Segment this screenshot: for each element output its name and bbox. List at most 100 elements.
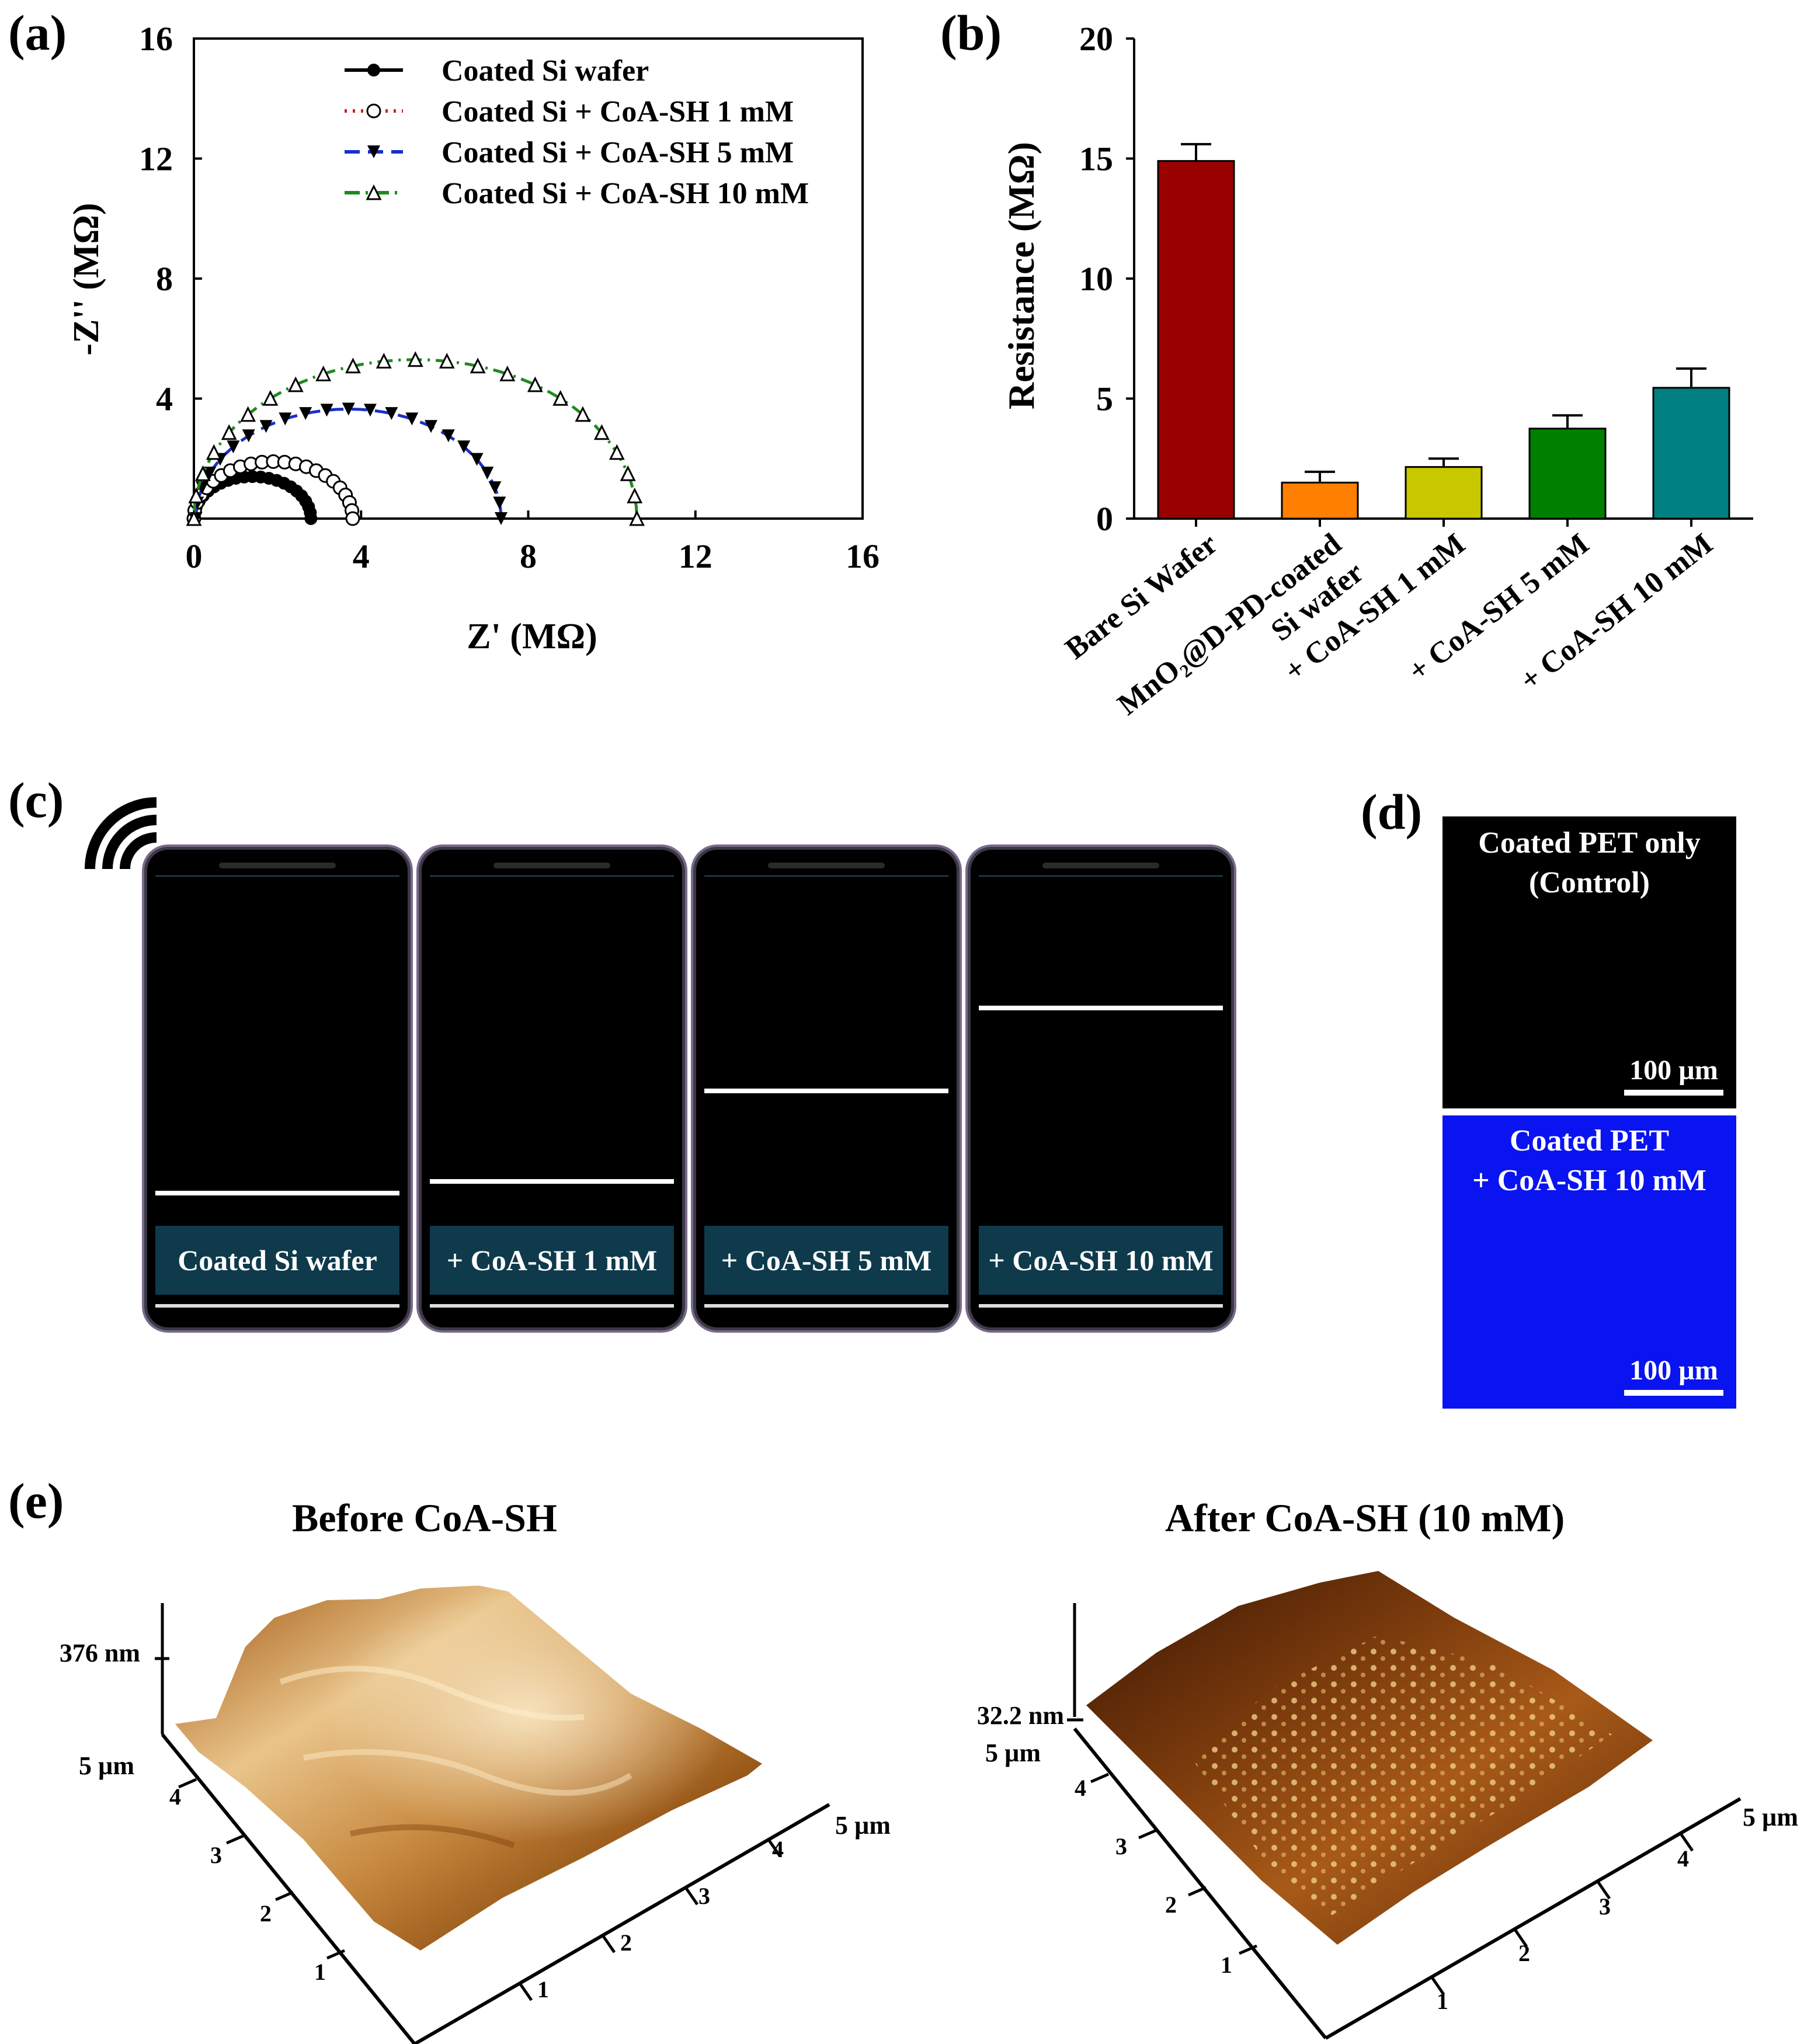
pet-control-image: Coated PET only (Control) 100 µm — [1442, 816, 1736, 1108]
panel-label-e: (e) — [8, 1473, 64, 1529]
nyquist-series-line — [192, 358, 639, 519]
afm-after-ytick-2: 2 — [1165, 1892, 1177, 1918]
afm-before-ytick-2: 2 — [260, 1900, 272, 1927]
phone-label-band: Coated Si wafer — [155, 1226, 399, 1295]
afm-before-ytick-1: 1 — [314, 1959, 326, 1985]
phone-home-bar — [979, 1304, 1223, 1308]
nyquist-legend-label: Coated Si + CoA-SH 10 mM — [442, 177, 809, 210]
nyquist-data-point — [194, 465, 211, 481]
phone-home-bar — [430, 1304, 674, 1308]
afm-after-xtick-4: 4 — [1677, 1845, 1689, 1872]
pet-coa-title-1: Coated PET — [1510, 1124, 1669, 1157]
nyquist-axes: 0 4 8 12 16 4 8 12 16 — [139, 20, 880, 575]
bar-y-tick-label: 10 — [1079, 260, 1113, 298]
afm-after-ytick-1: 1 — [1221, 1952, 1232, 1978]
afm-after-x-label: 5 µm — [1743, 1803, 1798, 1831]
bar — [1528, 427, 1607, 520]
afm-before-z-label: 376 nm — [60, 1639, 140, 1667]
nyquist-data-point — [376, 353, 392, 369]
pet-coa-image: Coated PET + CoA-SH 10 mM 100 µm — [1442, 1115, 1736, 1409]
nyquist-data-point — [493, 496, 506, 510]
nyquist-data-point — [470, 453, 484, 466]
nyquist-data-point — [481, 467, 494, 480]
nyquist-data-point — [262, 390, 279, 406]
nyquist-x-tick-label: 4 — [353, 537, 370, 575]
bar-y-axis-label: Resistance (MΩ) — [1000, 142, 1042, 409]
panel-label-c: (c) — [8, 772, 64, 828]
nyquist-data-point — [342, 402, 355, 416]
phone-level-line — [155, 1191, 399, 1196]
phone-home-bar — [704, 1304, 948, 1308]
phone-label-band: + CoA-SH 5 mM — [704, 1226, 948, 1295]
nyquist-data-point — [279, 412, 292, 426]
afm-after-ytick-3: 3 — [1115, 1833, 1127, 1859]
nyquist-data-point — [206, 444, 222, 460]
resistance-bar-chart: 0 5 10 15 20 Bare Si WaferMnO₂@D-PD-coatedSi… — [1000, 20, 1753, 722]
nyquist-data-point — [439, 353, 455, 369]
phone-level-line — [430, 1179, 674, 1184]
nyquist-data-point — [203, 467, 217, 480]
phone-speaker — [219, 863, 336, 868]
nyquist-legend-marker — [367, 145, 380, 158]
phone-screen: + CoA-SH 5 mM — [704, 875, 948, 1295]
phone-screen: + CoA-SH 10 mM — [979, 875, 1223, 1295]
bar-y-tick-label: 15 — [1079, 140, 1113, 178]
nyquist-data-point — [494, 512, 508, 525]
panel-label-b: (b) — [940, 5, 1002, 61]
nyquist-data-point — [442, 429, 455, 443]
scale-bar-control: 100 µm — [1624, 1054, 1723, 1096]
nyquist-data-point — [259, 420, 273, 433]
nyquist-data-point — [385, 407, 398, 420]
afm-before-y-ticks: 4 3 2 1 — [169, 1778, 345, 1985]
nyquist-data-point — [363, 404, 377, 417]
afm-after-x-ticks: 1 2 3 4 — [1430, 1833, 1694, 2014]
phone-label: + CoA-SH 10 mM — [988, 1244, 1214, 1277]
wifi-icon — [85, 797, 157, 870]
bar — [1405, 466, 1483, 520]
phone-home-bar — [155, 1304, 399, 1308]
phone-speaker — [493, 863, 610, 868]
phone-level-line — [704, 1088, 948, 1093]
scale-bar-control-label: 100 µm — [1629, 1055, 1718, 1086]
nyquist-x-tick-label: 8 — [520, 537, 537, 575]
pet-control-title-1: Coated PET only — [1478, 826, 1701, 860]
nyquist-x-axis-label: Z' (MΩ) — [467, 617, 597, 656]
nyquist-data-point — [221, 424, 237, 440]
phone-2: + CoA-SH 1 mM — [422, 850, 682, 1327]
nyquist-data-point — [407, 351, 423, 367]
nyquist-data-point — [457, 440, 471, 454]
phone-level-line — [979, 1006, 1223, 1011]
scale-bar-coa-label: 100 µm — [1629, 1355, 1718, 1386]
nyquist-legend: Coated Si wafer Coated Si + CoA-SH 1 mM Co… — [345, 54, 809, 210]
bar — [1157, 160, 1235, 520]
nyquist-y-tick-label: 16 — [139, 20, 173, 58]
nyquist-data-point — [315, 365, 332, 381]
nyquist-data-point — [240, 406, 256, 422]
afm-before-ytick-4: 4 — [169, 1784, 181, 1810]
nyquist-chart: 0 4 8 12 16 4 8 12 16 Coated Si wafer Coated Si +… — [67, 20, 880, 656]
nyquist-data-point — [345, 357, 361, 374]
bar-y-tick-label: 5 — [1096, 380, 1113, 418]
nyquist-data-point — [304, 512, 318, 525]
afm-after-y-ticks: 4 3 2 1 — [1075, 1772, 1257, 1978]
nyquist-data-point — [242, 429, 255, 443]
scale-bar-coa: 100 µm — [1624, 1354, 1723, 1396]
nyquist-legend-label: Coated Si wafer — [442, 54, 649, 88]
afm-before-x-label: 5 µm — [835, 1811, 891, 1840]
afm-before-ytick-3: 3 — [210, 1842, 222, 1868]
afm-after-xtick-3: 3 — [1599, 1893, 1611, 1920]
nyquist-data-point — [488, 481, 502, 495]
phone-label: + CoA-SH 1 mM — [446, 1244, 658, 1277]
nyquist-data-point — [593, 424, 610, 440]
phone-label-band: + CoA-SH 10 mM — [979, 1226, 1223, 1295]
nyquist-data-point — [345, 511, 360, 526]
afm-before-image: 376 nm 5 µm 5 µm 4 3 2 1 1 2 3 4 — [60, 1586, 891, 2044]
phone-label-band: + CoA-SH 1 mM — [430, 1226, 674, 1295]
afm-before-xtick-1: 1 — [537, 1976, 549, 2003]
phone-screen: + CoA-SH 1 mM — [430, 875, 674, 1295]
nyquist-y-tick-label: 8 — [156, 260, 173, 298]
nyquist-data-point — [186, 510, 202, 526]
afm-before-y-label: 5 µm — [79, 1751, 134, 1780]
panel-label-a: (a) — [8, 5, 67, 61]
